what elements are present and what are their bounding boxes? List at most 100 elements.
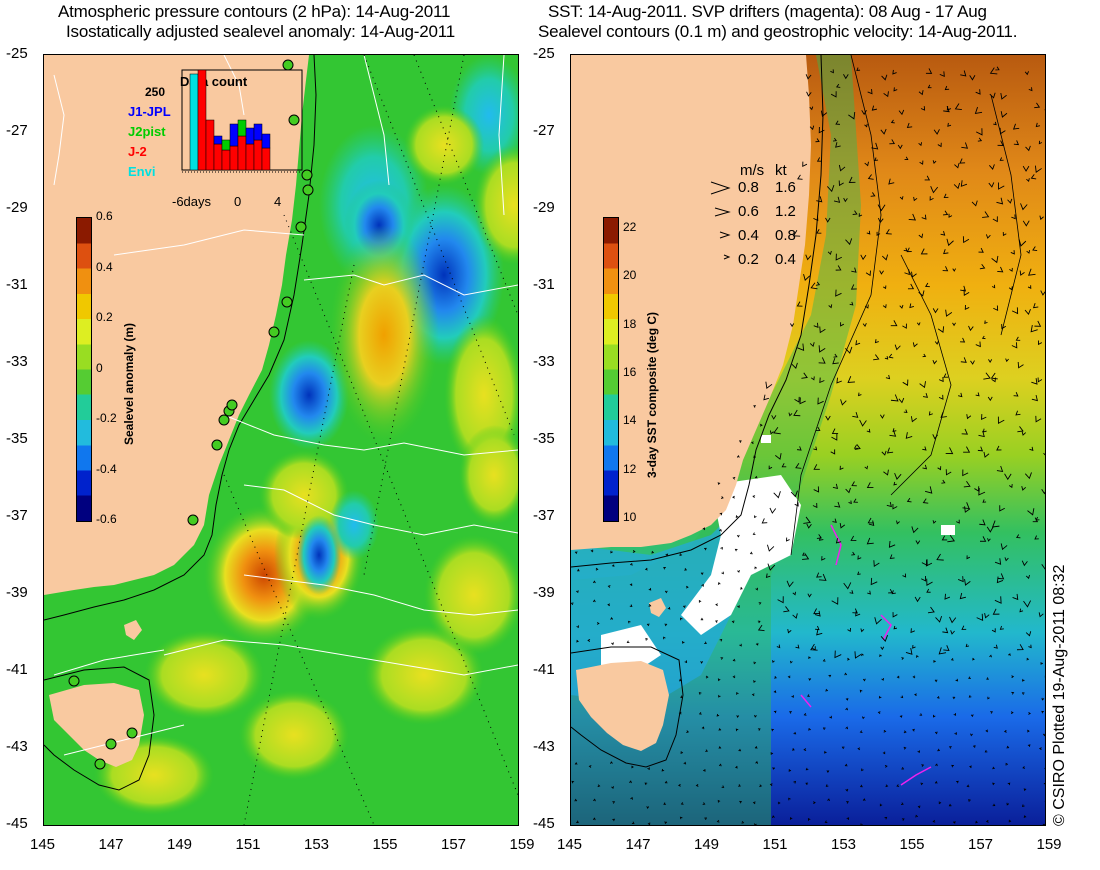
velocity-arrow	[936, 553, 944, 561]
velocity-arrow	[992, 782, 995, 786]
velocity-arrow	[882, 285, 887, 290]
velocity-arrow	[932, 359, 938, 365]
velocity-arrow	[997, 140, 1004, 146]
velocity-arrow	[682, 640, 685, 644]
velocity-arrow	[984, 749, 988, 753]
velocity-arrow	[970, 733, 973, 737]
velocity-arrow	[961, 625, 967, 630]
velocity-arrow	[612, 801, 616, 804]
velocity-arrow	[773, 426, 781, 435]
velocity-arrow	[843, 74, 849, 80]
velocity-arrow	[1021, 431, 1027, 436]
velocity-arrow	[816, 229, 822, 234]
velocity-arrow	[902, 573, 907, 578]
velocity-arrow	[629, 562, 633, 566]
velocity-arrow	[848, 111, 856, 120]
right-lon-label: 157	[968, 836, 994, 853]
velocity-arrow	[768, 465, 773, 470]
velocity-arrow	[794, 396, 800, 403]
velocity-arrow	[704, 817, 708, 820]
velocity-arrow	[1039, 215, 1044, 221]
velocity-arrow	[996, 445, 1002, 451]
velocity-arrow	[835, 289, 842, 297]
velocity-arrow	[817, 397, 824, 405]
velocity-arrow	[795, 462, 802, 469]
velocity-arrow	[937, 142, 942, 148]
velocity-arrow	[738, 784, 741, 787]
velocity-arrow	[686, 730, 690, 734]
velocity-arrow	[859, 730, 863, 734]
velocity-legend: m/s kt 0.8 1.6 0.6 1.2 0.4 0.8 0.2 0.4	[705, 162, 825, 272]
velocity-legend-arrows	[710, 181, 731, 260]
velocity-arrow	[987, 696, 990, 700]
velocity-arrow	[1026, 250, 1030, 254]
velocity-arrow	[934, 679, 938, 683]
velocity-arrow	[854, 444, 861, 450]
velocity-arrow	[918, 233, 924, 239]
left-lon-label: 147	[98, 836, 124, 853]
velocity-arrow	[795, 644, 800, 649]
velocity-arrow	[735, 765, 738, 769]
velocity-arrow	[773, 491, 781, 499]
velocity-arrow	[938, 394, 944, 400]
velocity-arrow	[843, 582, 852, 590]
velocity-arrow	[974, 486, 980, 492]
velocity-arrow	[718, 694, 721, 698]
velocity-arrow	[607, 603, 611, 607]
velocity-arrow	[769, 430, 774, 435]
velocity-arrow	[871, 142, 879, 150]
velocity-arrow	[995, 66, 1000, 71]
sealevel-anomaly-map[interactable]	[43, 54, 519, 826]
velocity-arrow	[963, 446, 971, 453]
velocity-arrow	[839, 522, 846, 529]
velocity-arrow	[797, 174, 803, 180]
velocity-arrow	[806, 91, 812, 97]
csiro-credit: © CSIRO Plotted 19-Aug-2011 08:32	[1051, 564, 1068, 826]
velocity-arrow	[597, 784, 601, 788]
velocity-arrow	[1025, 574, 1030, 580]
velocity-arrow	[911, 271, 917, 278]
velocity-arrow	[876, 231, 881, 237]
velocity-arrow	[818, 345, 826, 353]
sealevel-colorbar-tick: -0.6	[96, 512, 117, 526]
velocity-arrow	[878, 695, 882, 699]
velocity-arrow	[754, 515, 757, 519]
velocity-arrow	[1022, 766, 1026, 769]
velocity-arrow	[644, 567, 648, 571]
velocity-arrow	[898, 109, 905, 116]
velocity-arrow	[813, 608, 820, 615]
velocity-arrow	[783, 606, 790, 613]
velocity-arrow	[794, 502, 799, 507]
velocity-arrow	[1038, 140, 1043, 145]
velocity-arrow	[861, 110, 867, 116]
velocity-arrow	[815, 625, 820, 631]
velocity-arrow	[607, 585, 611, 588]
sealevel-colorbar-tick: 0	[96, 360, 103, 375]
velocity-arrow	[738, 440, 742, 443]
velocity-arrow	[912, 728, 915, 732]
velocity-arrow	[968, 695, 972, 698]
velocity-arrow	[807, 694, 810, 697]
velocity-arrow	[1043, 783, 1045, 786]
velocity-arrow	[946, 106, 952, 111]
velocity-arrow	[1029, 446, 1034, 451]
sst-colorbar-tick: 20	[623, 268, 637, 283]
velocity-arrow	[933, 129, 940, 135]
velocity-arrow	[700, 660, 704, 664]
velocity-arrow	[834, 650, 842, 659]
velocity-arrow	[1020, 203, 1028, 211]
velocity-arrow	[840, 399, 847, 406]
velocity-arrow	[576, 568, 580, 572]
velocity-arrow	[813, 322, 819, 328]
velocity-arrow	[852, 411, 859, 418]
sst-map[interactable]	[570, 54, 1046, 826]
velocity-arrow	[683, 761, 687, 765]
velocity-arrow	[927, 84, 932, 89]
velocity-arrow	[933, 659, 936, 663]
velocity-arrow	[1011, 307, 1019, 315]
velocity-arrow	[991, 628, 996, 633]
velocity-arrow	[932, 308, 939, 314]
left-lon-label: 155	[372, 836, 398, 853]
velocity-arrow	[1035, 415, 1042, 423]
velocity-arrow	[1011, 342, 1018, 349]
